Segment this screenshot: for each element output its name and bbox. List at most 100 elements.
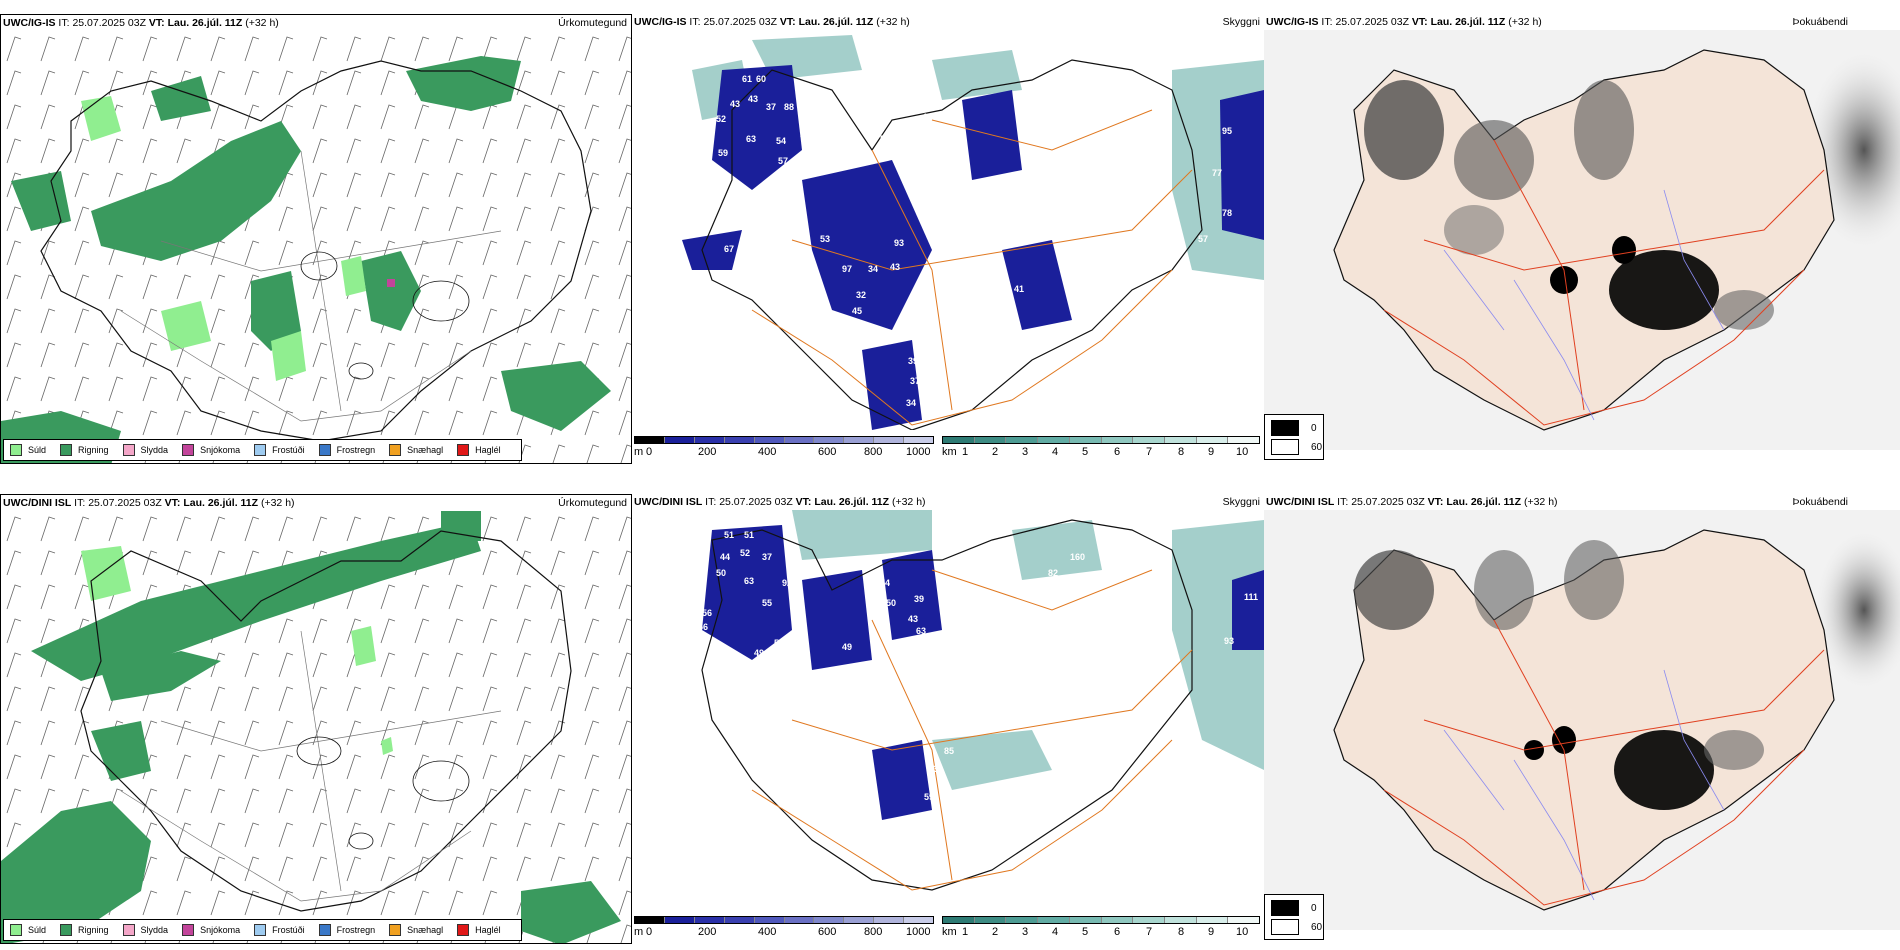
cloud-base-tick: 0 xyxy=(646,446,653,458)
fog-legend-2: 0 60 xyxy=(1264,894,1324,940)
svg-text:50: 50 xyxy=(800,298,810,308)
legend-label: Slydda xyxy=(140,445,169,455)
fog-panel-2: UWC/DINI ISL IT: 25.07.2025 03Z VT: Lau.… xyxy=(1264,494,1900,944)
lead-time: (+32 h) xyxy=(1523,496,1558,508)
legend-swatch xyxy=(389,444,402,456)
visibility-tick: 9 xyxy=(1208,926,1215,938)
svg-text:52: 52 xyxy=(900,318,910,328)
svg-text:35: 35 xyxy=(924,392,934,402)
svg-text:63: 63 xyxy=(746,134,756,144)
fog-panel-1: UWC/IG-IS IT: 25.07.2025 03Z VT: Lau. 26… xyxy=(1264,14,1900,464)
visibility-colorbar: km 1 2 3 4 5 6 7 8 9 10 xyxy=(942,916,1260,944)
legend-label: Snjókoma xyxy=(200,925,241,935)
legend-swatch xyxy=(457,444,470,456)
legend-item: Frostúði xyxy=(254,444,305,456)
cloud-base-bar xyxy=(634,916,934,924)
svg-text:93: 93 xyxy=(894,238,904,248)
cloud-base-unit: m xyxy=(634,926,644,938)
model-name: UWC/IG-IS xyxy=(634,16,687,28)
visibility-tick: 5 xyxy=(1082,926,1089,938)
fog-value: 0 xyxy=(1311,422,1317,434)
fog-swatch xyxy=(1271,919,1299,935)
lead-time: (+32 h) xyxy=(245,17,279,29)
cloud-base-labels: 61 60 43 43 37 88 52 63 54 52 57 47 50 4… xyxy=(670,74,1232,408)
roads xyxy=(751,569,1193,891)
visibility-tick: 6 xyxy=(1114,926,1121,938)
fog-legend-item: 60 xyxy=(1271,919,1322,935)
legend-label: Frostúði xyxy=(272,925,305,935)
valid-time: Lau. 26.júl. 11Z xyxy=(1430,16,1506,28)
precip-panel-2: UWC/DINI ISL IT: 25.07.2025 03Z VT: Lau.… xyxy=(0,494,632,944)
init-time: 25.07.2025 03Z xyxy=(1335,16,1409,28)
panel-title: Skyggni xyxy=(1222,16,1260,28)
sky-map: 51 51 44 52 37 50 63 92 55 56 74 50 39 4… xyxy=(666,510,1264,891)
legend-label: Rigning xyxy=(78,925,109,935)
svg-text:160: 160 xyxy=(1070,552,1085,562)
svg-text:32: 32 xyxy=(856,290,866,300)
visibility-tick: 5 xyxy=(1082,446,1089,458)
svg-text:49: 49 xyxy=(726,204,736,214)
svg-text:85: 85 xyxy=(944,746,954,756)
fog-legend-item: 60 xyxy=(1271,439,1322,455)
legend-item: Frostúði xyxy=(254,924,305,936)
svg-text:43: 43 xyxy=(730,99,740,109)
legend-label: Súld xyxy=(28,925,47,935)
svg-text:50: 50 xyxy=(716,568,726,578)
vt-label: VT: xyxy=(148,17,165,29)
svg-text:59: 59 xyxy=(924,792,934,802)
svg-text:37: 37 xyxy=(762,552,772,562)
visibility-bar xyxy=(942,436,1260,444)
svg-text:52: 52 xyxy=(716,114,726,124)
legend-item: Rigning xyxy=(60,444,109,456)
svg-text:57: 57 xyxy=(880,134,890,144)
panel-header: UWC/IG-IS IT: 25.07.2025 03Z VT: Lau. 26… xyxy=(1264,14,1900,30)
visibility-unit: km xyxy=(942,446,957,458)
legend-swatch xyxy=(182,924,195,936)
cloud-base-tick: 400 xyxy=(758,446,777,458)
model-name: UWC/IG-IS xyxy=(3,17,56,29)
legend-swatch xyxy=(318,444,331,456)
svg-text:92: 92 xyxy=(782,578,792,588)
sky-map: 61 60 43 43 37 88 52 63 54 52 57 47 50 4… xyxy=(670,35,1264,430)
svg-text:58: 58 xyxy=(938,262,948,272)
legend-swatch xyxy=(318,924,331,936)
legend-item: Slydda xyxy=(122,444,169,456)
svg-text:62: 62 xyxy=(994,268,1004,278)
legend-item: Rigning xyxy=(60,924,109,936)
svg-text:111: 111 xyxy=(1244,592,1258,602)
vt-label: VT: xyxy=(779,16,796,28)
visibility-tick: 7 xyxy=(1146,446,1153,458)
svg-text:88: 88 xyxy=(784,102,794,112)
legend-item: Snæhagl xyxy=(389,924,443,936)
cloud-base-colorbar: m 0 200 400 600 800 1000 xyxy=(634,916,934,944)
valid-time: Lau. 26.júl. 11Z xyxy=(167,17,243,29)
rivers xyxy=(1443,189,1725,421)
visibility-tick: 10 xyxy=(1236,446,1249,458)
cloud-base-unit: m xyxy=(634,446,644,458)
fog-map xyxy=(1264,510,1900,930)
fog-areas xyxy=(1354,540,1764,810)
svg-text:78: 78 xyxy=(1222,208,1232,218)
svg-text:95: 95 xyxy=(1222,126,1232,136)
svg-text:51: 51 xyxy=(744,530,754,540)
precip-legend: Súld Rigning Slydda Snjókoma Frostúði Fr… xyxy=(3,919,522,941)
cloud-base-tick: 600 xyxy=(818,446,837,458)
fog-legend-1: 0 60 xyxy=(1264,414,1324,460)
snow-patch xyxy=(387,279,395,287)
valid-time: Lau. 26.júl. 11Z xyxy=(1446,496,1522,508)
it-label: IT: xyxy=(705,496,717,508)
iceland-land xyxy=(1333,529,1835,911)
cloud-base-bar xyxy=(634,436,934,444)
svg-text:52: 52 xyxy=(800,130,810,140)
panel-header: UWC/DINI ISL IT: 25.07.2025 03Z VT: Lau.… xyxy=(632,494,1264,510)
svg-text:63: 63 xyxy=(744,576,754,586)
it-label: IT: xyxy=(689,16,701,28)
cloud-base-tick: 800 xyxy=(864,926,883,938)
it-label: IT: xyxy=(74,497,86,509)
vt-label: VT: xyxy=(795,496,812,508)
svg-text:56: 56 xyxy=(758,258,768,268)
vt-label: VT: xyxy=(1427,496,1444,508)
cloud-base-labels: 51 51 44 52 37 50 63 92 55 56 74 50 39 4… xyxy=(666,530,1258,802)
iceland-outline xyxy=(80,530,572,912)
iceland-outline xyxy=(701,59,1203,430)
